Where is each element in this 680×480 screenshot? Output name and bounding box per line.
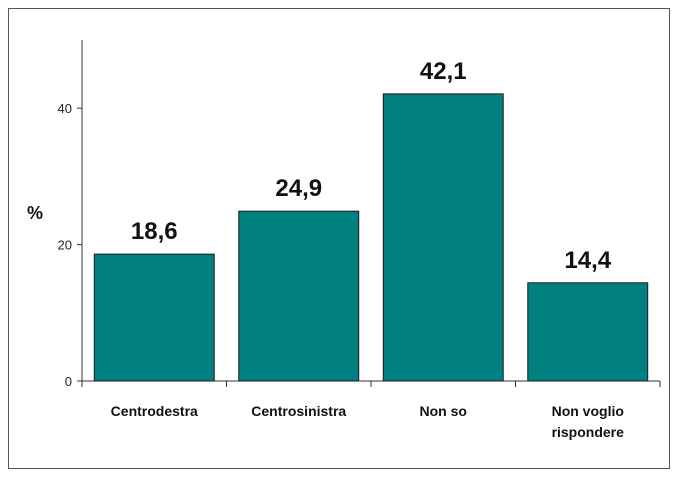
data-label: 18,6 bbox=[131, 218, 178, 245]
category-label: Centrosinistra bbox=[251, 403, 346, 419]
bar bbox=[93, 253, 215, 382]
bars bbox=[93, 93, 649, 382]
category-label: rispondere bbox=[552, 424, 625, 440]
bar bbox=[382, 93, 504, 382]
y-tick-label: 0 bbox=[65, 374, 72, 389]
bar bbox=[527, 282, 649, 382]
y-tick-label: 40 bbox=[58, 101, 72, 116]
category-label: Non voglio bbox=[552, 403, 624, 419]
data-label: 24,9 bbox=[275, 175, 322, 202]
bar bbox=[238, 210, 360, 382]
y-tick-label: 20 bbox=[58, 238, 72, 253]
data-label: 14,4 bbox=[564, 247, 611, 274]
category-label: Centrodestra bbox=[111, 403, 198, 419]
category-label: Non so bbox=[420, 403, 467, 419]
labels: 18,6 Centrodestra 24,9 Centrosinistra 42,1 No… bbox=[111, 58, 624, 440]
y-axis-title: % bbox=[27, 203, 43, 223]
data-label: 42,1 bbox=[420, 58, 467, 85]
